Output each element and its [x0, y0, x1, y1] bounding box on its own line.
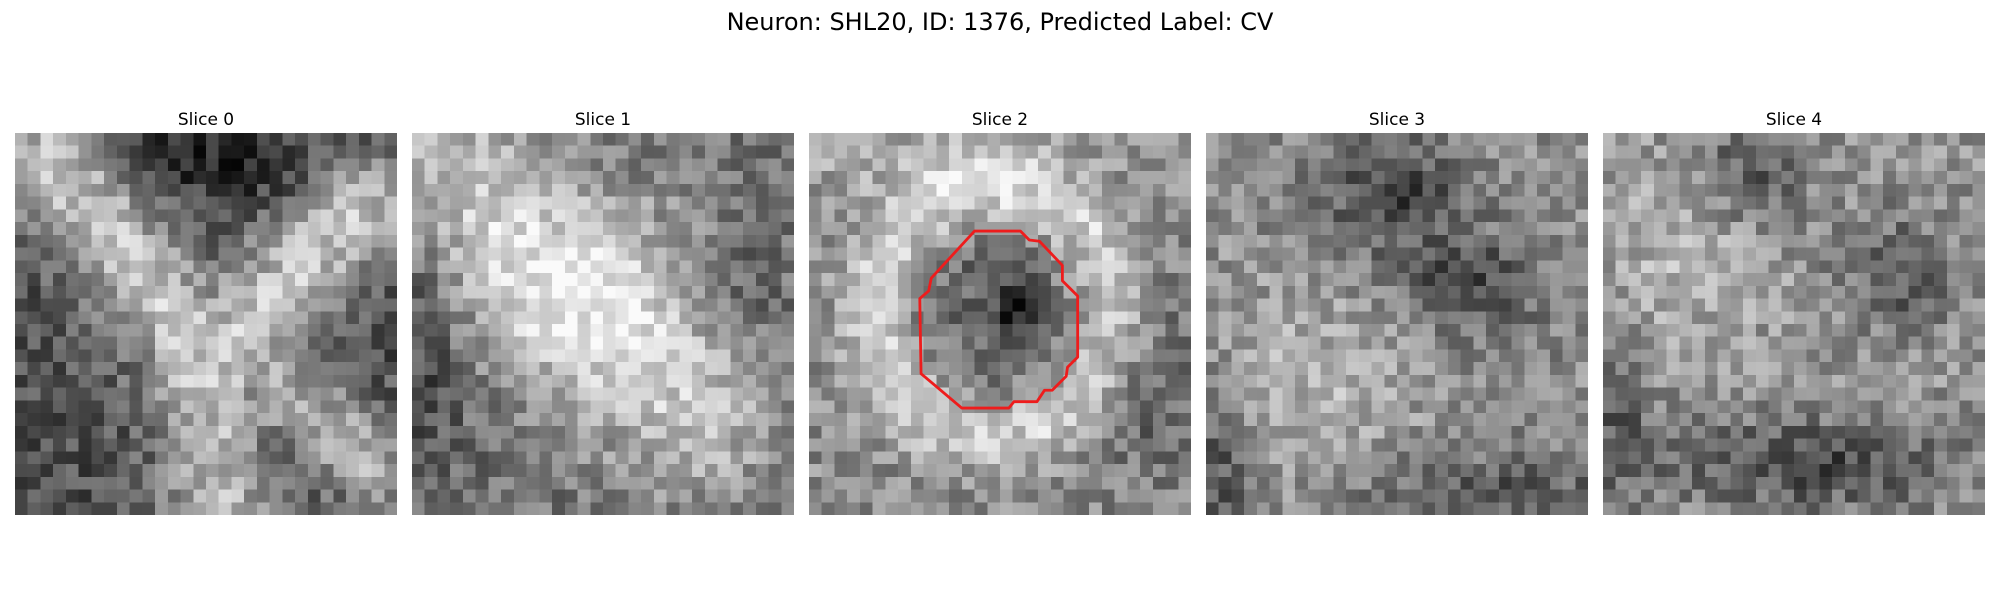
slice-image-4 — [1603, 133, 1985, 515]
slice-panel-0: Slice 0 — [15, 110, 397, 530]
slice-image-2 — [809, 133, 1191, 515]
slice-image-3 — [1206, 133, 1588, 515]
slice-label-0: Slice 0 — [177, 110, 235, 130]
slice-label-2: Slice 2 — [971, 110, 1029, 130]
slice-label-3: Slice 3 — [1368, 110, 1426, 130]
slice-panel-4: Slice 4 — [1603, 110, 1985, 530]
slice-image-0 — [15, 133, 397, 515]
slice-label-1: Slice 1 — [574, 110, 632, 130]
slice-image-1 — [412, 133, 794, 515]
slice-panel-3: Slice 3 — [1206, 110, 1588, 530]
slice-panel-1: Slice 1 — [412, 110, 794, 530]
slice-label-4: Slice 4 — [1765, 110, 1823, 130]
figure-title: Neuron: SHL20, ID: 1376, Predicted Label… — [726, 8, 1274, 36]
segmentation-outline — [918, 229, 1080, 410]
slice-panel-2: Slice 2 — [809, 110, 1191, 530]
